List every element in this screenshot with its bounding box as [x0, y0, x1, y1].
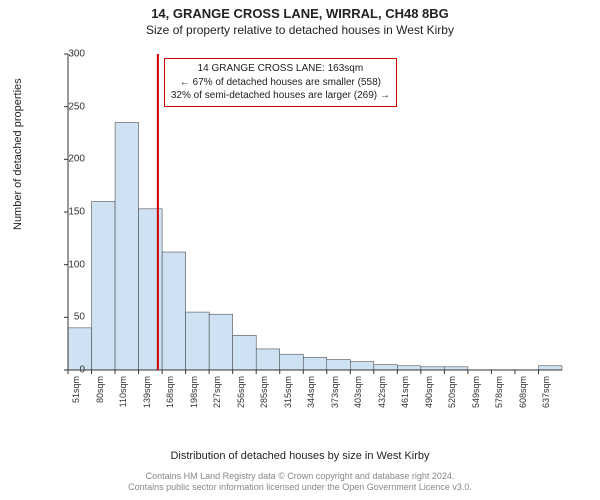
annotation-line: ← 67% of detached houses are smaller (55… [171, 76, 390, 90]
page-title-2: Size of property relative to detached ho… [0, 21, 600, 37]
x-tick-label: 198sqm [189, 376, 199, 408]
y-tick-label: 50 [45, 312, 85, 323]
y-tick-label: 300 [45, 49, 85, 60]
x-tick-label: 373sqm [330, 376, 340, 408]
x-tick-label: 227sqm [212, 376, 222, 408]
page-title-1: 14, GRANGE CROSS LANE, WIRRAL, CH48 8BG [0, 0, 600, 21]
x-tick-label: 578sqm [494, 376, 504, 408]
y-tick-label: 0 [45, 365, 85, 376]
annotation-box: 14 GRANGE CROSS LANE: 163sqm← 67% of det… [164, 58, 397, 107]
x-tick-label: 344sqm [306, 376, 316, 408]
x-tick-label: 315sqm [283, 376, 293, 408]
y-tick-label: 150 [45, 207, 85, 218]
x-tick-label: 51sqm [71, 376, 81, 403]
annotation-line: 14 GRANGE CROSS LANE: 163sqm [171, 62, 390, 76]
x-tick-label: 80sqm [95, 376, 105, 403]
x-tick-label: 403sqm [353, 376, 363, 408]
footer-line-1: Contains HM Land Registry data © Crown c… [0, 471, 600, 483]
x-tick-label: 637sqm [541, 376, 551, 408]
x-tick-label: 285sqm [259, 376, 269, 408]
x-tick-label: 520sqm [447, 376, 457, 408]
x-tick-label: 168sqm [165, 376, 175, 408]
y-tick-label: 100 [45, 259, 85, 270]
x-tick-label: 432sqm [377, 376, 387, 408]
y-tick-label: 200 [45, 154, 85, 165]
x-tick-label: 461sqm [400, 376, 410, 408]
x-tick-label: 256sqm [236, 376, 246, 408]
y-axis-label: Number of detached properties [12, 78, 24, 230]
x-tick-label: 110sqm [118, 376, 128, 407]
x-tick-label: 608sqm [518, 376, 528, 408]
x-tick-label: 549sqm [471, 376, 481, 408]
y-tick-label: 250 [45, 101, 85, 112]
x-tick-label: 490sqm [424, 376, 434, 408]
footer-attribution: Contains HM Land Registry data © Crown c… [0, 471, 600, 494]
x-axis-label: Distribution of detached houses by size … [0, 450, 600, 462]
footer-line-2: Contains public sector information licen… [0, 482, 600, 494]
x-tick-label: 139sqm [142, 376, 152, 408]
annotation-line: 32% of semi-detached houses are larger (… [171, 89, 390, 103]
